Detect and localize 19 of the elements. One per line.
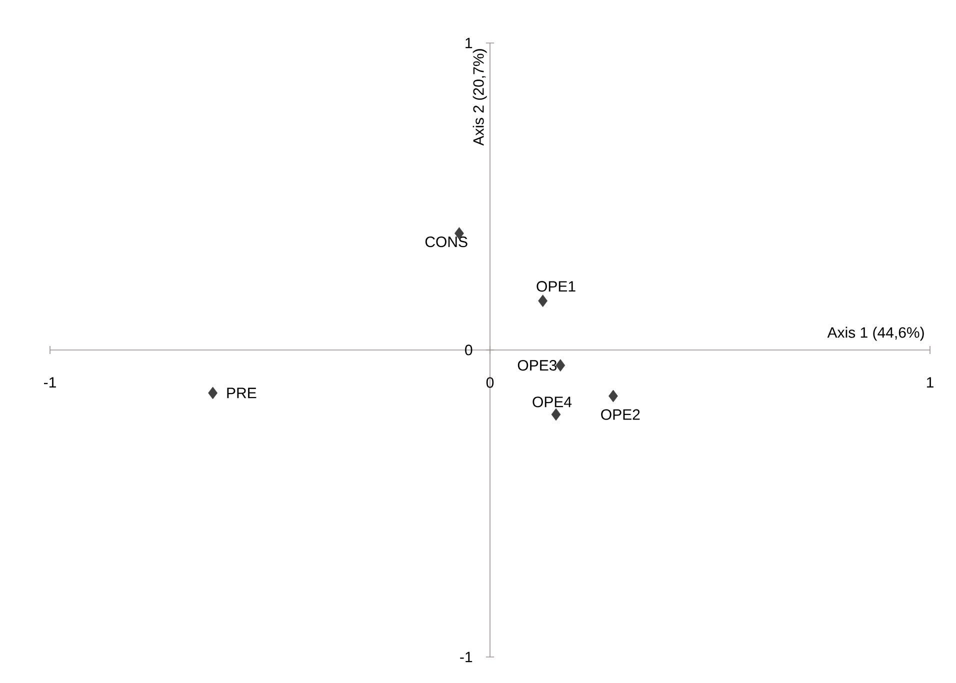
y-tick-label: 1 bbox=[466, 38, 472, 48]
y-tick-label: 0 bbox=[465, 344, 472, 356]
point bbox=[208, 386, 218, 400]
annotation: OPE2 bbox=[601, 409, 640, 420]
annotation: OPE1 bbox=[536, 281, 576, 292]
point bbox=[551, 408, 561, 421]
point bbox=[556, 359, 566, 372]
annotation: CONS bbox=[425, 236, 468, 248]
x-tick-label: 1 bbox=[926, 377, 934, 388]
point bbox=[538, 294, 548, 308]
x-axis-title: Axis 1 (44,6%) bbox=[827, 326, 924, 341]
annotation: OPE3 bbox=[518, 360, 557, 371]
y-axis-title: Axis 2 (20,7%) bbox=[472, 49, 487, 146]
point bbox=[608, 390, 618, 402]
y-tick-label: -1 bbox=[460, 652, 472, 662]
annotation: OPE4 bbox=[532, 396, 572, 408]
annotation: PRE bbox=[227, 388, 256, 398]
x-tick-label: -1 bbox=[44, 377, 56, 388]
x-tick-label: 0 bbox=[486, 377, 494, 388]
